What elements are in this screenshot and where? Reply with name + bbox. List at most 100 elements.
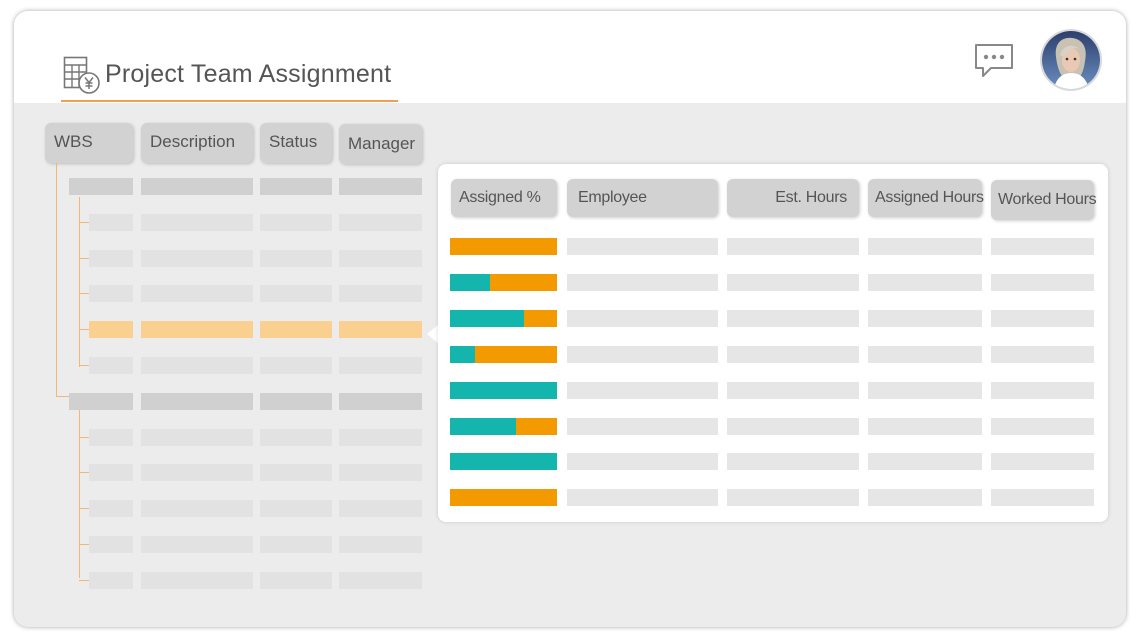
status-cell: [260, 285, 332, 302]
tree-line: [79, 365, 89, 366]
manager-cell: [339, 178, 422, 195]
page-header: Project Team Assignment: [14, 11, 1126, 103]
est-hours-cell: [727, 238, 859, 255]
assigned-percent-fill: [450, 382, 557, 399]
wbs-cell: [89, 464, 133, 481]
chat-bubble-icon[interactable]: [974, 43, 1014, 79]
employee-cell: [567, 453, 718, 470]
worked-hours-cell: [991, 346, 1094, 363]
assigned-percent-fill: [450, 453, 557, 470]
est-hours-cell: [727, 489, 859, 506]
wbs-cell: [89, 536, 133, 553]
column-header-wbs[interactable]: WBS: [45, 123, 133, 163]
tree-line: [79, 508, 89, 509]
manager-cell: [339, 572, 422, 589]
column-header-worked-hours[interactable]: Worked Hours: [991, 180, 1097, 220]
status-cell: [260, 321, 332, 338]
est-hours-cell: [727, 382, 859, 399]
manager-cell: [339, 250, 422, 267]
tree-line: [56, 163, 57, 396]
column-header-assigned-percent[interactable]: Assigned %: [451, 179, 557, 217]
status-cell: [260, 393, 332, 410]
page-title: Project Team Assignment: [105, 60, 392, 88]
worked-hours-cell: [991, 418, 1094, 435]
assigned-percent-bar: [450, 489, 557, 506]
manager-cell: [339, 464, 422, 481]
manager-cell: [339, 285, 422, 302]
wbs-cell: [89, 500, 133, 517]
spreadsheet-currency-icon: [63, 56, 100, 94]
user-avatar[interactable]: [1042, 31, 1100, 89]
tree-line: [79, 472, 89, 473]
description-cell: [141, 464, 253, 481]
wbs-cell: [69, 178, 133, 195]
wbs-cell: [69, 393, 133, 410]
assigned-hours-cell: [868, 418, 982, 435]
status-cell: [260, 536, 332, 553]
wbs-cell: [89, 357, 133, 374]
column-header-status[interactable]: Status: [260, 123, 332, 163]
employee-cell: [567, 382, 718, 399]
tree-line: [79, 544, 89, 545]
description-cell: [141, 500, 253, 517]
employee-cell: [567, 489, 718, 506]
wbs-cell: [89, 429, 133, 446]
wbs-cell: [89, 285, 133, 302]
assigned-percent-bar: [450, 238, 557, 255]
description-cell: [141, 214, 253, 231]
assigned-percent-bar: [450, 346, 557, 363]
status-cell: [260, 429, 332, 446]
tree-line: [79, 258, 89, 259]
worked-hours-cell: [991, 274, 1094, 291]
tree-line: [79, 197, 80, 367]
assigned-percent-bar: [450, 274, 557, 291]
tree-line: [79, 293, 89, 294]
worked-hours-cell: [991, 238, 1094, 255]
status-cell: [260, 178, 332, 195]
assigned-hours-cell: [868, 274, 982, 291]
est-hours-cell: [727, 418, 859, 435]
column-header-manager[interactable]: Manager: [339, 124, 422, 164]
assigned-percent-fill: [450, 346, 475, 363]
employee-cell: [567, 418, 718, 435]
assigned-hours-cell: [868, 310, 982, 327]
app-window: Project Team Assignment: [14, 11, 1126, 627]
manager-cell: [339, 321, 422, 338]
status-cell: [260, 572, 332, 589]
assigned-percent-fill: [450, 418, 516, 435]
description-cell: [141, 572, 253, 589]
status-cell: [260, 357, 332, 374]
wbs-cell: [89, 250, 133, 267]
assigned-hours-cell: [868, 346, 982, 363]
tree-line: [79, 437, 89, 438]
column-header-est-hours[interactable]: Est. Hours: [727, 179, 859, 217]
est-hours-cell: [727, 274, 859, 291]
est-hours-cell: [727, 310, 859, 327]
description-cell: [141, 429, 253, 446]
est-hours-cell: [727, 346, 859, 363]
tree-line: [56, 396, 69, 397]
worked-hours-cell: [991, 382, 1094, 399]
column-header-description[interactable]: Description: [141, 123, 253, 163]
worked-hours-cell: [991, 453, 1094, 470]
column-header-assigned-hours[interactable]: Assigned Hours: [868, 179, 984, 217]
wbs-cell: [89, 572, 133, 589]
employee-cell: [567, 274, 718, 291]
wbs-cell: [89, 321, 133, 338]
tree-line: [79, 329, 89, 330]
tree-line: [79, 580, 89, 581]
manager-cell: [339, 357, 422, 374]
status-cell: [260, 464, 332, 481]
assigned-hours-cell: [868, 238, 982, 255]
status-cell: [260, 214, 332, 231]
est-hours-cell: [727, 453, 859, 470]
description-cell: [141, 321, 253, 338]
description-cell: [141, 393, 253, 410]
assigned-percent-bar: [450, 382, 557, 399]
wbs-cell: [89, 214, 133, 231]
column-header-employee[interactable]: Employee: [567, 179, 718, 217]
worked-hours-cell: [991, 310, 1094, 327]
assigned-percent-fill: [450, 310, 524, 327]
assigned-percent-bar: [450, 418, 557, 435]
manager-cell: [339, 429, 422, 446]
